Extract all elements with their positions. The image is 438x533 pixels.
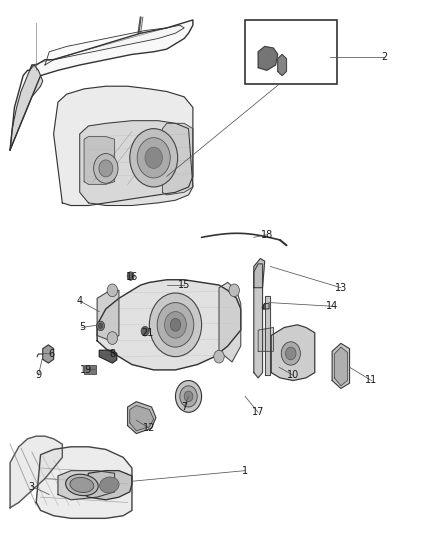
Polygon shape [127,402,156,433]
Polygon shape [10,436,62,508]
Polygon shape [53,86,193,206]
Circle shape [99,323,103,328]
Circle shape [165,312,186,338]
Text: 18: 18 [261,230,273,240]
Ellipse shape [66,474,98,496]
Text: 16: 16 [126,272,138,282]
Circle shape [107,332,117,344]
Circle shape [145,147,162,168]
Text: 12: 12 [143,423,155,433]
Text: 5: 5 [79,322,85,333]
Text: 3: 3 [29,481,35,491]
Polygon shape [97,280,241,370]
Polygon shape [262,304,269,309]
Polygon shape [254,259,265,288]
Polygon shape [36,447,132,519]
Circle shape [130,128,178,187]
Text: 15: 15 [178,280,191,290]
Polygon shape [130,406,154,431]
Polygon shape [10,20,193,150]
Polygon shape [258,327,273,351]
Circle shape [127,272,134,280]
Polygon shape [332,343,350,389]
Text: 8: 8 [110,349,116,359]
Text: 4: 4 [77,296,83,306]
Polygon shape [58,471,115,500]
Text: 17: 17 [252,407,265,417]
Text: 10: 10 [287,370,299,380]
Circle shape [141,326,149,336]
Polygon shape [84,136,115,184]
Circle shape [180,386,197,407]
Circle shape [107,284,117,297]
Polygon shape [334,347,347,386]
Text: 1: 1 [242,466,248,475]
Circle shape [97,321,105,330]
Polygon shape [43,345,53,363]
Polygon shape [219,282,241,362]
Text: 2: 2 [381,52,388,62]
Polygon shape [99,350,117,363]
Circle shape [170,318,181,331]
Circle shape [149,293,201,357]
Polygon shape [162,123,193,195]
Circle shape [137,138,170,178]
Polygon shape [45,25,184,65]
Polygon shape [258,46,278,70]
Circle shape [94,154,118,183]
Text: 13: 13 [335,282,347,293]
Circle shape [99,160,113,177]
Circle shape [176,381,201,413]
Polygon shape [278,54,286,76]
Text: 6: 6 [48,349,54,359]
Polygon shape [84,471,132,500]
Circle shape [157,303,194,347]
Polygon shape [254,264,262,378]
Circle shape [184,391,193,402]
Circle shape [229,284,240,297]
Text: 19: 19 [80,365,92,375]
Circle shape [286,347,296,360]
Bar [84,365,96,374]
Circle shape [214,350,224,363]
Text: 14: 14 [326,301,338,311]
Bar [245,20,336,84]
Polygon shape [265,296,270,375]
Text: 11: 11 [365,375,378,385]
Circle shape [281,342,300,365]
Text: 9: 9 [35,370,42,380]
Ellipse shape [99,477,119,493]
Polygon shape [97,290,119,341]
Ellipse shape [70,478,94,492]
Text: 21: 21 [141,328,153,338]
Polygon shape [80,120,193,206]
Polygon shape [10,65,43,150]
Text: 7: 7 [181,402,187,412]
Polygon shape [271,325,315,381]
